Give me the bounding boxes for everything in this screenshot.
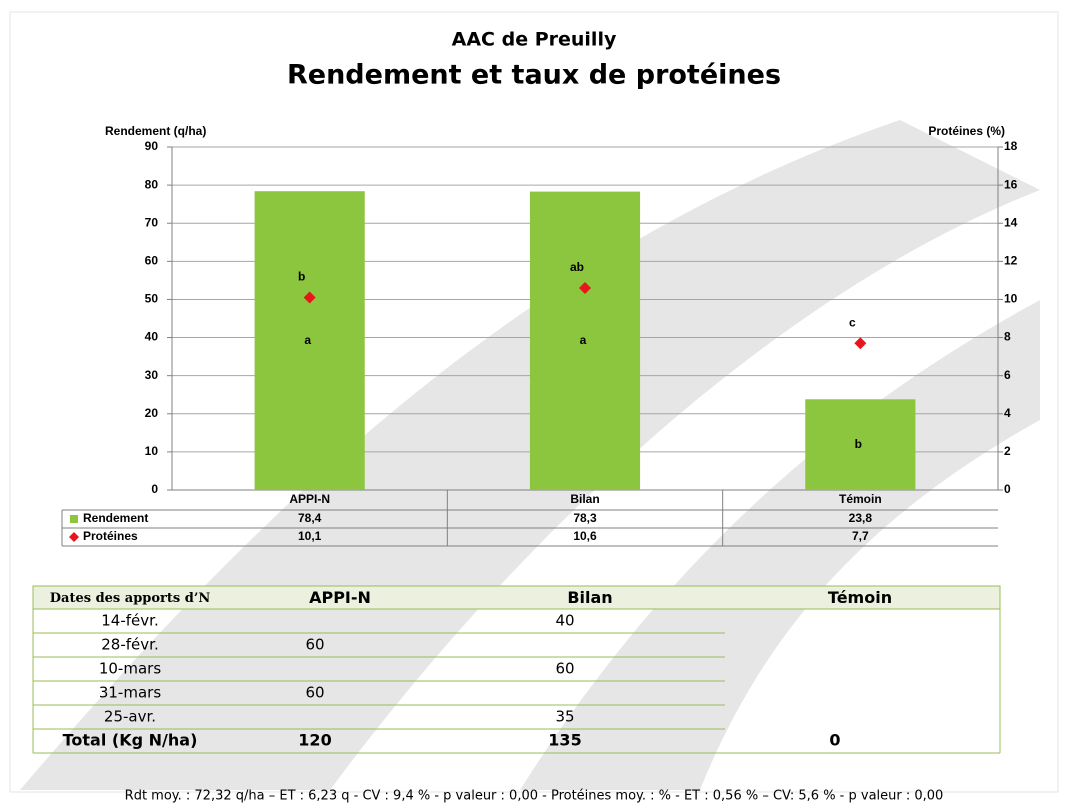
bar (254, 191, 365, 490)
y2-tick-label: 16 (1004, 177, 1018, 191)
y2-tick-label: 8 (1004, 330, 1011, 344)
y-tick-label: 70 (145, 215, 159, 229)
table-value: 78,3 (573, 511, 597, 525)
protein-letter: b (298, 270, 305, 284)
protein-letter: c (849, 315, 856, 329)
table-header: APPI-N (309, 588, 371, 607)
y2-tick-label: 14 (1004, 215, 1018, 229)
y-tick-label: 0 (151, 482, 158, 496)
table-cell: 14-févr. (101, 612, 158, 630)
yield-letter: a (580, 333, 587, 347)
table-total: 135 (548, 731, 581, 750)
x-tick-label: Témoin (839, 492, 882, 506)
table-cell: 10-mars (99, 660, 161, 678)
y-tick-label: 10 (145, 444, 159, 458)
table-total: 120 (298, 731, 331, 750)
table-header: Dates des apports d’N (50, 591, 211, 606)
table-value: 10,6 (573, 529, 597, 543)
table-value: 78,4 (298, 511, 322, 525)
table-value: 23,8 (849, 511, 873, 525)
bar (529, 191, 641, 490)
y-tick-label: 60 (145, 254, 159, 268)
protein-marker (579, 282, 591, 295)
yield-letter: b (855, 437, 862, 451)
chart-subtitle: Rendement et taux de protéines (287, 60, 781, 91)
table-cell: 25-avr. (104, 708, 156, 726)
y-tick-label: 30 (145, 368, 159, 382)
legend-swatch (70, 515, 78, 523)
footer: Rdt moy. : 72,32 q/ha – ET : 6,23 q - CV… (125, 789, 944, 804)
protein-marker (854, 337, 867, 350)
x-tick-label: APPI-N (289, 492, 330, 506)
y-tick-label: 20 (145, 406, 159, 420)
legend-label: Rendement (83, 511, 148, 525)
table-cell: 60 (555, 660, 574, 678)
table-header: Bilan (567, 588, 612, 607)
table-total: 0 (829, 731, 840, 750)
table-cell: 40 (555, 612, 574, 630)
y2-tick-label: 12 (1004, 254, 1018, 268)
table-cell: 60 (305, 636, 324, 654)
y2-tick-label: 2 (1004, 444, 1011, 458)
y-tick-label: 40 (145, 330, 159, 344)
table-header: Témoin (828, 588, 892, 607)
y-tick-label: 50 (145, 292, 159, 306)
legend-label: Protéines (83, 529, 138, 543)
x-tick-label: Bilan (570, 492, 599, 506)
table-cell: 28-févr. (101, 636, 158, 654)
table-header-bg (32, 585, 1001, 610)
y2-tick-label: 18 (1004, 139, 1018, 153)
y-tick-label: 80 (145, 177, 159, 191)
protein-marker (303, 291, 316, 304)
bar (805, 399, 916, 490)
table-cell: 35 (555, 708, 574, 726)
y2-tick-label: 4 (1004, 406, 1011, 420)
legend-swatch (69, 532, 79, 542)
y2-tick-label: 10 (1004, 292, 1018, 306)
y-tick-label: 90 (145, 139, 159, 153)
table-cell: 60 (305, 684, 324, 702)
y2-axis-label: Protéines (%) (928, 124, 1005, 138)
plot: Rendement (q/ha) Protéines (%) 010203040… (61, 124, 1018, 547)
protein-letter: ab (570, 260, 584, 274)
table-value: 7,7 (852, 529, 869, 543)
y2-tick-label: 0 (1004, 482, 1011, 496)
table-total: Total (Kg N/ha) (63, 731, 198, 750)
y2-tick-label: 6 (1004, 368, 1011, 382)
table-value: 10,1 (298, 529, 322, 543)
chart-title: AAC de Preuilly (452, 29, 617, 51)
yield-letter: a (304, 333, 311, 347)
table-cell: 31-mars (99, 684, 161, 702)
y-axis-label: Rendement (q/ha) (105, 124, 206, 138)
